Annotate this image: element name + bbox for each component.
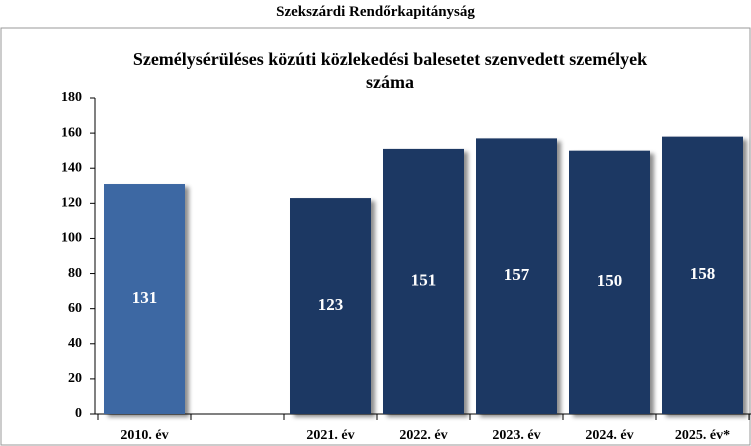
value-label: 123 <box>318 295 344 314</box>
y-tick-label: 0 <box>75 406 82 421</box>
x-tick-label: 2022. év <box>399 428 447 443</box>
y-tick-label: 160 <box>61 125 82 140</box>
chart-title: Személysérüléses közúti közlekedési bale… <box>132 49 648 92</box>
bar <box>383 148 464 414</box>
bar <box>104 184 185 414</box>
value-label: 150 <box>597 271 623 290</box>
y-tick-label: 80 <box>68 266 82 281</box>
x-tick-label: 2023. év <box>492 428 540 443</box>
bar <box>569 150 650 414</box>
bar <box>662 136 743 414</box>
value-label: 151 <box>411 270 437 289</box>
y-tick-label: 40 <box>68 336 82 351</box>
page-title: Szekszárdi Rendőrkapitányság <box>276 4 475 20</box>
bar <box>290 198 371 414</box>
y-tick-label: 180 <box>61 90 82 105</box>
bar <box>476 138 557 414</box>
y-tick-label: 60 <box>68 301 82 316</box>
value-label: 131 <box>132 288 158 307</box>
value-label: 158 <box>690 264 716 283</box>
x-tick-label: 2021. év <box>306 428 354 443</box>
y-tick-label: 20 <box>68 371 82 386</box>
x-tick-label: 2025. év* <box>675 428 730 443</box>
chart-border <box>0 27 751 446</box>
value-label: 157 <box>504 265 530 284</box>
y-tick-label: 120 <box>61 196 82 211</box>
x-tick-label: 2024. év <box>585 428 633 443</box>
y-tick-label: 140 <box>61 160 82 175</box>
y-tick-label: 100 <box>61 231 82 246</box>
x-tick-label: 2010. év <box>120 428 168 443</box>
